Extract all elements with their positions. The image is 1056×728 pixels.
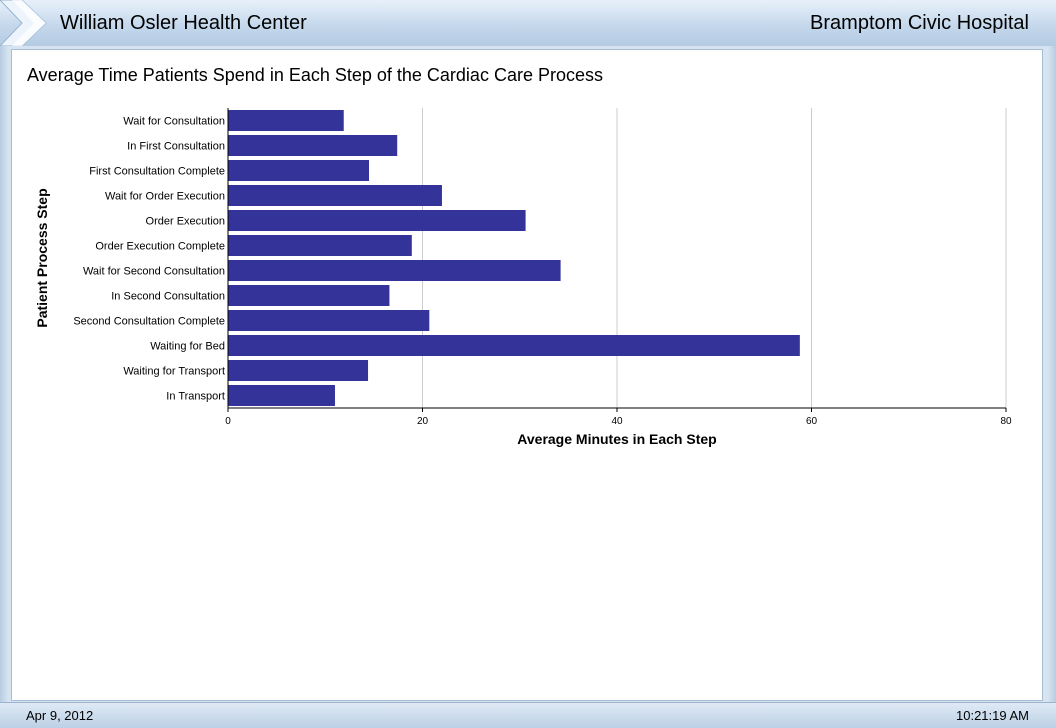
x-tick-label: 40 — [611, 416, 623, 427]
status-bar: Apr 9, 2012 10:21:19 AM — [0, 702, 1056, 728]
bar — [228, 235, 412, 256]
chevron-icon — [0, 0, 47, 46]
category-label: Waiting for Bed — [150, 341, 225, 353]
bar — [228, 335, 800, 356]
category-label: Second Consultation Complete — [73, 316, 225, 328]
category-label: In First Consultation — [127, 141, 225, 153]
category-label: Waiting for Transport — [123, 366, 225, 378]
y-axis-title: Patient Process Step — [34, 188, 50, 327]
bar — [228, 185, 442, 206]
report-time: 10:21:19 AM — [956, 708, 1029, 723]
category-label: Order Execution — [146, 216, 225, 228]
category-label: Wait for Consultation — [123, 116, 225, 128]
report-date: Apr 9, 2012 — [26, 708, 94, 723]
category-label: First Consultation Complete — [89, 166, 225, 178]
organization-title: William Osler Health Center — [60, 12, 307, 34]
hospital-title: Bramptom Civic Hospital — [810, 12, 1029, 34]
bar — [228, 210, 526, 231]
x-tick-label: 60 — [806, 416, 818, 427]
bar — [228, 135, 398, 156]
bar — [228, 160, 370, 181]
x-tick-label: 80 — [1000, 416, 1012, 427]
bar — [228, 110, 344, 131]
bar — [228, 260, 561, 281]
chart-panel: Average Time Patients Spend in Each Step… — [11, 49, 1043, 701]
bar — [228, 360, 369, 381]
bar — [228, 385, 335, 406]
app-header: William Osler Health Center Bramptom Civ… — [0, 0, 1056, 47]
bar — [228, 310, 430, 331]
category-label: Order Execution Complete — [95, 241, 225, 253]
category-label: Wait for Second Consultation — [83, 266, 225, 278]
category-label: In Second Consultation — [111, 291, 225, 303]
category-label: Wait for Order Execution — [105, 191, 225, 203]
x-tick-label: 0 — [225, 416, 231, 427]
bar — [228, 285, 390, 306]
category-label: In Transport — [166, 391, 225, 403]
chart-title: Average Time Patients Spend in Each Step… — [27, 65, 603, 85]
bar-chart: 0 20 40 60 80 Wait for Consultation In First C… — [34, 108, 1012, 447]
x-tick-label: 20 — [417, 416, 429, 427]
x-axis-title: Average Minutes in Each Step — [517, 431, 716, 447]
